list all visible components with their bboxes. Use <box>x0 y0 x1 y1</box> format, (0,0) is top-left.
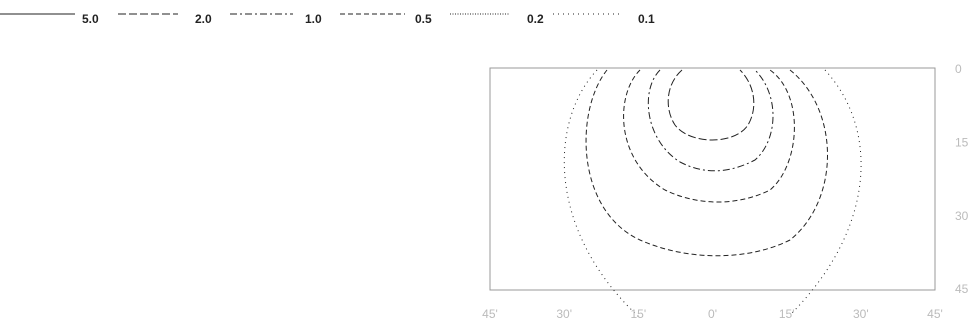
legend-label: 2.0 <box>195 12 212 26</box>
contour-line <box>585 69 828 257</box>
x-tick-label: 0' <box>708 307 717 321</box>
x-tick-label: 30' <box>556 307 572 321</box>
x-tick-label: 45' <box>927 307 943 321</box>
y-tick-label: 15 <box>955 136 969 150</box>
y-tick-label: 30 <box>955 209 969 223</box>
contour-line <box>623 69 795 203</box>
x-tick-label: 30' <box>853 307 869 321</box>
plot-frame <box>489 67 936 291</box>
y-tick-label: 0 <box>955 62 962 76</box>
legend-label: 5.0 <box>82 12 99 26</box>
contour-line <box>563 69 862 319</box>
legend-label: 0.2 <box>527 12 544 26</box>
y-tick-label: 45 <box>955 282 969 296</box>
x-tick-label: 15' <box>779 307 795 321</box>
legend-label: 1.0 <box>305 12 322 26</box>
contour-line <box>667 69 755 141</box>
contour-line <box>647 69 774 172</box>
legend-label: 0.1 <box>638 12 655 26</box>
x-tick-label: 15' <box>631 307 647 321</box>
legend-label: 0.5 <box>415 12 432 26</box>
x-tick-label: 45' <box>482 307 498 321</box>
